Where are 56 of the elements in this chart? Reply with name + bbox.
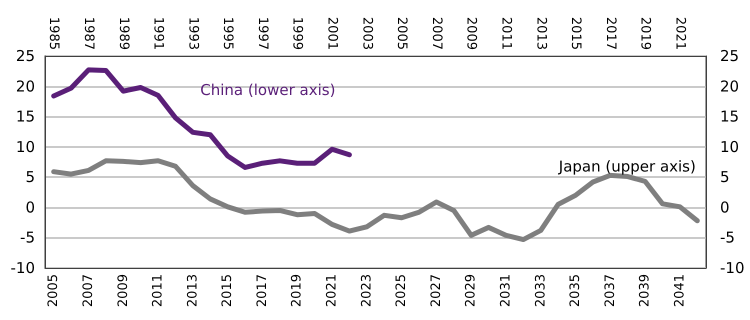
- y-tick-label: 0: [25, 198, 35, 216]
- x-tick-label: 2031: [498, 274, 514, 308]
- x-tick-label: 2039: [638, 274, 653, 308]
- x-tick-label: 2033: [533, 274, 548, 308]
- x-tick-label: 2015: [220, 274, 236, 308]
- x-tick-label: 2017: [254, 274, 270, 308]
- x2-tick-label: 2015: [568, 16, 584, 50]
- x-tick-label: 2035: [568, 274, 584, 308]
- y2-tick-label: 10: [720, 138, 740, 156]
- x-tick-label: 2007: [80, 274, 96, 308]
- y2-tick-label: 5: [720, 168, 730, 186]
- x-tick-label: 2011: [150, 274, 166, 308]
- y-tick-label: 25: [16, 47, 35, 65]
- x2-tick-label: 2005: [394, 16, 410, 50]
- x2-tick-label: 1995: [220, 16, 236, 50]
- x-tick-label: 2013: [185, 274, 200, 308]
- series-label: Japan (upper axis): [558, 157, 696, 176]
- x-tick-label: 2021: [324, 274, 340, 308]
- text: China (lower axis): [200, 80, 336, 99]
- x2-tick-label: 2003: [359, 16, 374, 50]
- x2-tick-label: 2021: [672, 16, 688, 50]
- y2-tick-label: 0: [720, 198, 730, 216]
- y2-tick-label: 20: [720, 77, 740, 96]
- x2-tick-label: 2007: [428, 16, 444, 50]
- x2-tick-label: 1993: [185, 16, 200, 50]
- x2-tick-label: 1989: [116, 16, 131, 50]
- y-tick-label: 10: [16, 138, 35, 156]
- y-tick-label: 15: [16, 108, 35, 126]
- x2-tick-label: 2019: [638, 16, 653, 50]
- x2-tick-label: 1987: [80, 16, 96, 50]
- x-tick-label: 2019: [290, 274, 305, 308]
- x-tick-label: 2041: [672, 274, 688, 308]
- x-tick-label: 2009: [116, 274, 131, 308]
- y-tick-label: 20: [16, 77, 35, 96]
- x2-tick-label: 1991: [150, 16, 166, 50]
- y2-tick-label: 25: [720, 47, 740, 65]
- y-tick-label: -10: [10, 259, 35, 277]
- y-tick-label: 5: [25, 168, 35, 186]
- x2-tick-label: 2009: [464, 16, 479, 50]
- x-tick-label: 2029: [464, 274, 479, 308]
- x2-tick-label: 1985: [46, 16, 62, 50]
- x-tick-label: 2037: [602, 274, 618, 308]
- x2-tick-label: 1997: [254, 16, 270, 50]
- y2-tick-label: -5: [720, 228, 735, 247]
- x2-tick-label: 2011: [498, 16, 514, 50]
- x-tick-label: 2005: [46, 274, 62, 308]
- y2-tick-label: 15: [720, 108, 740, 126]
- x2-tick-label: 2013: [533, 16, 548, 50]
- x2-tick-label: 2001: [324, 16, 340, 50]
- y2-tick-label: -10: [720, 259, 744, 277]
- x2-tick-label: 1999: [290, 16, 305, 50]
- x2-tick-label: 2017: [602, 16, 618, 50]
- y-tick-label: -5: [20, 228, 35, 247]
- x-tick-label: 2027: [428, 274, 444, 308]
- x-tick-label: 2023: [359, 274, 374, 308]
- x-tick-label: 2025: [394, 274, 410, 308]
